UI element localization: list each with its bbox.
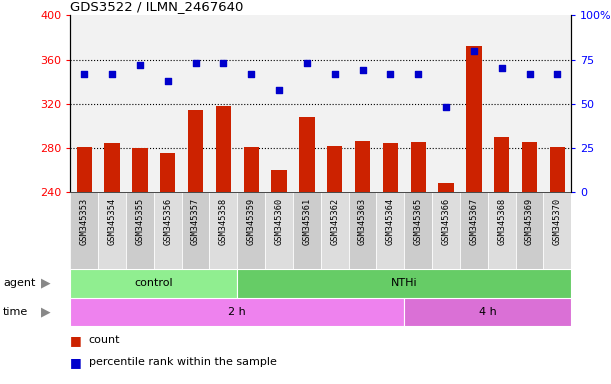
Bar xyxy=(70,269,237,298)
Text: control: control xyxy=(134,278,173,288)
Point xyxy=(107,71,117,77)
Text: GSM345361: GSM345361 xyxy=(302,198,312,245)
Text: 2 h: 2 h xyxy=(229,307,246,317)
Bar xyxy=(522,142,537,192)
Bar xyxy=(76,147,92,192)
Bar xyxy=(349,192,376,269)
Text: GSM345366: GSM345366 xyxy=(442,198,450,245)
Point xyxy=(441,104,451,110)
Bar xyxy=(494,137,510,192)
Bar xyxy=(265,192,293,269)
Point xyxy=(135,62,145,68)
Bar xyxy=(355,141,370,192)
Bar xyxy=(327,146,342,192)
Text: GSM345368: GSM345368 xyxy=(497,198,506,245)
Bar xyxy=(404,298,571,326)
Bar xyxy=(126,192,154,269)
Text: 4 h: 4 h xyxy=(479,307,497,317)
Text: percentile rank within the sample: percentile rank within the sample xyxy=(89,358,276,367)
Bar xyxy=(488,192,516,269)
Bar xyxy=(216,106,231,192)
Text: GSM345353: GSM345353 xyxy=(79,198,89,245)
Text: ■: ■ xyxy=(70,334,82,347)
Text: GSM345359: GSM345359 xyxy=(247,198,255,245)
Text: GSM345358: GSM345358 xyxy=(219,198,228,245)
Text: NTHi: NTHi xyxy=(391,278,417,288)
Bar xyxy=(438,183,454,192)
Bar xyxy=(237,269,571,298)
Text: ▶: ▶ xyxy=(41,277,51,290)
Bar xyxy=(543,192,571,269)
Bar xyxy=(188,110,203,192)
Text: GDS3522 / ILMN_2467640: GDS3522 / ILMN_2467640 xyxy=(70,0,244,13)
Text: GSM345357: GSM345357 xyxy=(191,198,200,245)
Point xyxy=(469,48,479,54)
Bar xyxy=(237,192,265,269)
Text: GSM345355: GSM345355 xyxy=(136,198,144,245)
Point xyxy=(552,71,562,77)
Bar xyxy=(550,147,565,192)
Text: count: count xyxy=(89,335,120,345)
Point xyxy=(357,67,367,73)
Bar xyxy=(411,142,426,192)
Point xyxy=(497,65,507,71)
Point xyxy=(191,60,200,66)
Bar xyxy=(432,192,460,269)
Point xyxy=(386,71,395,77)
Bar xyxy=(181,192,210,269)
Bar xyxy=(132,148,147,192)
Text: GSM345369: GSM345369 xyxy=(525,198,534,245)
Text: GSM345367: GSM345367 xyxy=(469,198,478,245)
Point xyxy=(525,71,535,77)
Bar xyxy=(104,144,120,192)
Text: GSM345360: GSM345360 xyxy=(274,198,284,245)
Text: agent: agent xyxy=(3,278,35,288)
Text: GSM345370: GSM345370 xyxy=(553,198,562,245)
Bar xyxy=(210,192,237,269)
Text: GSM345354: GSM345354 xyxy=(108,198,117,245)
Point xyxy=(163,78,172,84)
Text: ■: ■ xyxy=(70,356,82,369)
Bar xyxy=(382,144,398,192)
Bar xyxy=(460,192,488,269)
Bar xyxy=(70,192,98,269)
Point xyxy=(302,60,312,66)
Text: GSM345363: GSM345363 xyxy=(358,198,367,245)
Text: GSM345356: GSM345356 xyxy=(163,198,172,245)
Bar xyxy=(404,192,432,269)
Point xyxy=(246,71,256,77)
Point xyxy=(79,71,89,77)
Bar xyxy=(466,46,481,192)
Text: GSM345364: GSM345364 xyxy=(386,198,395,245)
Bar xyxy=(70,298,404,326)
Text: ▶: ▶ xyxy=(41,306,51,318)
Text: GSM345365: GSM345365 xyxy=(414,198,423,245)
Point xyxy=(274,86,284,93)
Bar xyxy=(376,192,404,269)
Bar xyxy=(293,192,321,269)
Bar xyxy=(154,192,181,269)
Bar xyxy=(160,153,175,192)
Bar xyxy=(321,192,349,269)
Bar xyxy=(244,147,259,192)
Point xyxy=(413,71,423,77)
Point xyxy=(330,71,340,77)
Bar xyxy=(516,192,543,269)
Bar xyxy=(271,170,287,192)
Bar xyxy=(299,117,315,192)
Text: time: time xyxy=(3,307,28,317)
Text: GSM345362: GSM345362 xyxy=(330,198,339,245)
Point xyxy=(219,60,229,66)
Bar xyxy=(98,192,126,269)
